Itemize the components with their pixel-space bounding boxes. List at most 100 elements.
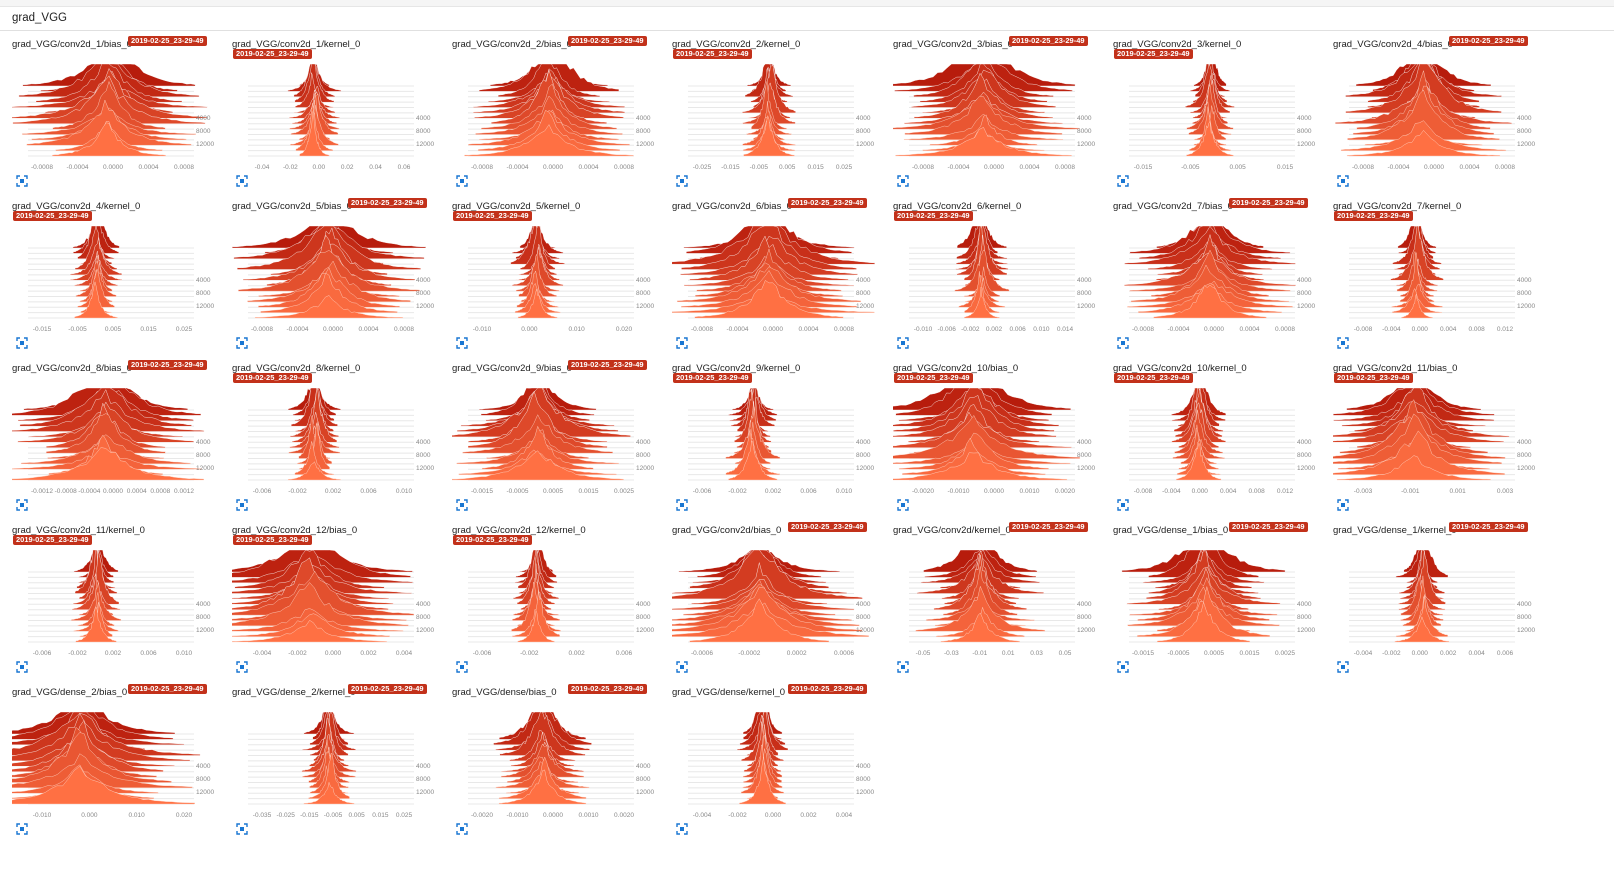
x-tick-label: -0.0015 xyxy=(471,488,493,495)
histogram-chart[interactable]: -0.006 -0.002 0.002 0.006 4000 8000 12000 xyxy=(452,544,667,662)
expand-icon[interactable] xyxy=(676,822,690,836)
histogram-chart[interactable]: -0.0008 -0.0004 0.0000 0.0004 0.0008 4000 8000… xyxy=(662,220,887,338)
histogram-chart[interactable]: -0.035 -0.025 -0.015 -0.005 0.005 0.015 0.025 4… xyxy=(232,706,447,824)
histogram-chart[interactable]: -0.0008 -0.0004 0.0000 0.0004 0.0008 4000 8000… xyxy=(1333,58,1548,176)
y-tick-label: 8000 xyxy=(1077,290,1092,297)
expand-icon[interactable] xyxy=(236,498,250,512)
histogram-chart[interactable]: -0.0008 -0.0004 0.0000 0.0004 0.0008 4000 8000… xyxy=(887,58,1108,176)
histogram-chart[interactable]: -0.0008 -0.0004 0.0000 0.0004 0.0008 4000 8000… xyxy=(10,58,227,176)
histogram-chart[interactable]: -0.05 -0.03 -0.01 0.01 0.03 0.05 4000 8000 12000 xyxy=(893,544,1108,662)
expand-icon[interactable] xyxy=(16,660,30,674)
histogram-chart[interactable]: -0.015 -0.005 0.005 0.015 0.025 4000 8000 12000 xyxy=(12,220,227,338)
histogram-chart[interactable]: -0.0008 -0.0004 0.0000 0.0004 0.0008 4000 8000… xyxy=(231,220,447,338)
expand-icon[interactable] xyxy=(456,822,470,836)
histogram-chart[interactable]: -0.008 -0.004 0.000 0.004 0.008 0.012 4000 8000… xyxy=(1113,382,1328,500)
expand-icon[interactable] xyxy=(16,336,30,350)
expand-icon[interactable] xyxy=(1337,336,1351,350)
histogram-chart[interactable]: -0.006 -0.002 0.002 0.006 0.010 4000 8000 12000 xyxy=(232,382,447,500)
x-tick-label: 0.0008 xyxy=(1275,326,1295,333)
histogram-chart[interactable]: -0.010 0.000 0.010 0.020 4000 8000 12000 xyxy=(452,220,667,338)
histogram-chart[interactable]: -0.004 -0.002 0.000 0.002 0.004 0.006 4000 8000… xyxy=(1333,544,1548,662)
expand-icon[interactable] xyxy=(676,660,690,674)
x-tick-label: -0.010 xyxy=(914,326,933,333)
histogram-chart[interactable]: -0.003 -0.001 0.001 0.003 4000 8000 12000 xyxy=(1317,382,1548,500)
histogram-chart[interactable]: -0.004 -0.002 0.000 0.002 0.004 4000 8000 12000 xyxy=(205,544,447,662)
histogram-chart[interactable]: -0.015 -0.005 0.005 0.015 4000 8000 12000 xyxy=(1113,58,1328,176)
expand-icon[interactable] xyxy=(676,336,690,350)
x-tick-label: -0.010 xyxy=(33,812,52,819)
expand-icon[interactable] xyxy=(16,498,30,512)
y-tick-label: 4000 xyxy=(1297,601,1312,608)
histogram-card: grad_VGG/dense_2/bias_0 2019-02-25_23-29-… xyxy=(0,684,227,839)
histogram-chart[interactable]: -0.0012 -0.0008 -0.0004 0.0000 0.0004 0.0008 0… xyxy=(7,382,227,500)
y-tick-label: 8000 xyxy=(1077,452,1092,459)
histogram-card: grad_VGG/conv2d_5/kernel_0 2019-02-25_23-… xyxy=(452,198,667,353)
expand-icon[interactable] xyxy=(897,498,911,512)
histogram-chart[interactable]: -0.0008 -0.0004 0.0000 0.0004 0.0008 4000 8000… xyxy=(1113,220,1328,338)
histogram-chart[interactable]: -0.0008 -0.0004 0.0000 0.0004 0.0008 4000 8000… xyxy=(452,58,667,176)
expand-icon[interactable] xyxy=(456,498,470,512)
section-header[interactable]: grad_VGG xyxy=(0,6,1614,31)
x-tick-label: -0.004 xyxy=(693,812,712,819)
expand-icon[interactable] xyxy=(1337,498,1351,512)
x-tick-label: -0.0004 xyxy=(506,164,528,171)
y-tick-label: 4000 xyxy=(1517,439,1532,446)
histogram-chart[interactable]: -0.004 -0.002 0.000 0.002 0.004 4000 8000 12000 xyxy=(672,706,887,824)
expand-icon[interactable] xyxy=(456,660,470,674)
expand-icon[interactable] xyxy=(897,174,911,188)
expand-icon[interactable] xyxy=(236,660,250,674)
x-tick-label: 0.01 xyxy=(1002,650,1015,657)
expand-icon[interactable] xyxy=(897,660,911,674)
histogram-card: grad_VGG/dense/bias_0 2019-02-25_23-29-49… xyxy=(452,684,667,839)
expand-icon[interactable] xyxy=(1337,174,1351,188)
histogram-chart[interactable]: -0.0015 -0.0005 0.0005 0.0015 0.0025 4000 8000… xyxy=(1113,544,1328,662)
x-tick-label: -0.0010 xyxy=(947,488,969,495)
expand-icon[interactable] xyxy=(236,822,250,836)
histogram-svg: -0.0008 -0.0004 0.0000 0.0004 0.0008 4000 8000… xyxy=(1124,225,1315,333)
histogram-chart[interactable]: -0.04 -0.02 0.00 0.02 0.04 0.06 4000 8000 12000 xyxy=(232,58,447,176)
y-tick-label: 8000 xyxy=(196,452,211,459)
histogram-chart[interactable]: -0.010 -0.006 -0.002 0.002 0.006 0.010 0.014 40… xyxy=(893,220,1108,338)
x-tick-label: -0.0008 xyxy=(251,326,273,333)
expand-icon[interactable] xyxy=(1337,660,1351,674)
x-tick-label: 0.0015 xyxy=(579,488,599,495)
expand-icon[interactable] xyxy=(1117,660,1131,674)
histogram-svg: -0.008 -0.004 0.000 0.004 0.008 0.012 4000 8000… xyxy=(1349,225,1535,333)
x-tick-label: 0.015 xyxy=(372,812,389,819)
histogram-slice xyxy=(516,270,559,308)
histogram-chart[interactable]: -0.0015 -0.0005 0.0005 0.0015 0.0025 4000 8000… xyxy=(444,382,667,500)
histogram-card: grad_VGG/conv2d_1/bias_0 2019-02-25_23-29… xyxy=(10,36,227,191)
x-tick-label: -0.002 xyxy=(288,488,307,495)
histogram-slice xyxy=(254,295,404,319)
histogram-chart[interactable]: -0.006 -0.002 0.002 0.006 0.010 4000 8000 12000 xyxy=(672,382,887,500)
expand-icon[interactable] xyxy=(16,822,30,836)
y-tick-label: 4000 xyxy=(196,277,211,284)
expand-icon[interactable] xyxy=(16,174,30,188)
histogram-chart[interactable]: -0.0006 -0.0002 0.0002 0.0006 4000 8000 12000 xyxy=(649,544,887,662)
expand-icon[interactable] xyxy=(236,174,250,188)
y-tick-label: 12000 xyxy=(856,627,874,634)
x-tick-label: 0.006 xyxy=(616,650,633,657)
expand-icon[interactable] xyxy=(897,336,911,350)
x-tick-label: -0.03 xyxy=(944,650,959,657)
expand-icon[interactable] xyxy=(1117,498,1131,512)
expand-icon[interactable] xyxy=(1117,174,1131,188)
y-tick-label: 12000 xyxy=(196,627,214,634)
expand-icon[interactable] xyxy=(676,498,690,512)
expand-icon[interactable] xyxy=(456,336,470,350)
histogram-chart[interactable]: -0.010 0.000 0.010 0.020 4000 8000 12000 xyxy=(0,706,227,824)
histogram-chart[interactable]: -0.008 -0.004 0.000 0.004 0.008 0.012 4000 8000… xyxy=(1333,220,1548,338)
histogram-card: grad_VGG/conv2d_9/bias_0 2019-02-25_23-29… xyxy=(444,360,667,515)
expand-icon[interactable] xyxy=(1117,336,1131,350)
y-tick-label: 4000 xyxy=(1517,277,1532,284)
histogram-card: grad_VGG/conv2d_7/bias_0 2019-02-25_23-29… xyxy=(1113,198,1328,353)
histogram-chart[interactable]: -0.0020 -0.0010 0.0000 0.0010 0.0020 4000 8000… xyxy=(867,382,1108,500)
expand-icon[interactable] xyxy=(456,174,470,188)
histogram-chart[interactable]: -0.006 -0.002 0.002 0.006 0.010 4000 8000 12000 xyxy=(12,544,227,662)
histogram-chart[interactable]: -0.0020 -0.0010 0.0000 0.0010 0.0020 4000 8000… xyxy=(452,706,667,824)
expand-icon[interactable] xyxy=(236,336,250,350)
expand-icon[interactable] xyxy=(676,174,690,188)
x-tick-label: 0.0008 xyxy=(174,164,194,171)
histogram-chart[interactable]: -0.025 -0.015 -0.005 0.005 0.015 0.025 4000 800… xyxy=(672,58,887,176)
histogram-slice xyxy=(1176,442,1222,481)
